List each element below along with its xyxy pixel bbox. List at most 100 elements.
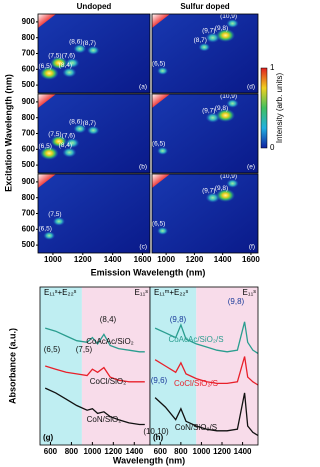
spot-label: (10,9) [220, 93, 237, 100]
figure: Undoped Sulfur doped(6,5)(7,5) (7,6)(8,4)(… [3, 2, 284, 465]
spot [216, 188, 235, 202]
spot-label: (8,4) [59, 62, 72, 69]
x-tick-label: 1000 [193, 447, 211, 456]
spot [62, 67, 77, 78]
spot [198, 42, 211, 52]
spot [87, 45, 100, 55]
x-tick-label: 1000 [44, 255, 62, 264]
x-tick-label: 600 [154, 447, 168, 456]
y-tick-label: 900 [22, 17, 36, 26]
annotation: (9,6) [151, 376, 168, 385]
panel-frame [151, 173, 259, 254]
spot-label: (6,5) [152, 141, 165, 148]
scatter-streak [38, 174, 56, 188]
x-tick-label: 1000 [157, 255, 175, 264]
panel-tag: (h) [153, 433, 164, 442]
spot [157, 226, 169, 235]
spot-label: (6,5) [39, 143, 52, 150]
spectrum-line [154, 321, 259, 354]
spot-label: (8,7) [83, 120, 96, 127]
spot [43, 231, 55, 240]
heatmap [152, 94, 258, 173]
y-tick-label: 700 [22, 49, 36, 58]
spot [216, 108, 235, 122]
annotation: (9,8) [228, 297, 245, 306]
annotation: (6,5) [44, 345, 61, 354]
x-tick-label: 1400 [214, 255, 232, 264]
spot-label: (6,5) [152, 221, 165, 228]
panel-frame [151, 13, 259, 94]
heatmap [152, 174, 258, 253]
spot [226, 19, 239, 28]
panel-tag: (b) [139, 164, 147, 171]
spectrum-line [45, 327, 145, 353]
series-label: CoCl/SiO₂/S [174, 379, 218, 388]
scatter-streak [152, 94, 170, 108]
y-tick-label: 800 [22, 113, 36, 122]
spot-label: (6,5) [152, 61, 165, 68]
region-label: E₁₁ˢ [243, 288, 257, 297]
heatmap [38, 174, 150, 253]
y-tick-label: 600 [22, 144, 36, 153]
heatmap-bg [152, 14, 258, 93]
heatmap-bg [38, 174, 150, 253]
spot [226, 179, 239, 188]
x-axis-label: Wavelength (nm) [113, 455, 185, 465]
spot [157, 146, 169, 155]
y-axis-label: Excitation Wavelength (nm) [3, 74, 13, 192]
spot [73, 124, 87, 134]
y-tick-label: 900 [22, 97, 36, 106]
y-tick-label: 700 [22, 129, 36, 138]
spot-label: (9,7) [202, 187, 215, 194]
spot [39, 66, 59, 80]
spot-label: (9,8) [215, 105, 228, 112]
region-label: E₁₁ᵐ+E₂₂ˢ [154, 288, 189, 297]
spot-label: (7,5) [48, 53, 61, 60]
panel-tag: (f) [249, 244, 255, 251]
spot [65, 57, 80, 68]
spot [50, 56, 68, 70]
y-tick-label: 500 [22, 80, 36, 89]
spot-label: (9,8) [215, 25, 228, 32]
panel-tag: (e) [247, 164, 255, 171]
y-tick-label: 800 [22, 193, 36, 202]
y-tick-label: 900 [22, 177, 36, 186]
series-label: CoN/SiO₂ [87, 415, 122, 424]
scatter-streak [152, 14, 170, 28]
spot [50, 135, 68, 148]
panel-tag: (a) [139, 84, 147, 91]
y-tick-label: 500 [22, 160, 36, 169]
spot-label: (9,7) [202, 107, 215, 114]
spot [157, 66, 169, 75]
colorbar [260, 67, 268, 149]
region-label: E₁₁ˢ+E₂₂ˢ [44, 288, 77, 297]
x-tick-label: 1200 [213, 447, 231, 456]
spot-label: (8,7) [83, 40, 96, 47]
series-label: CoCl/SiO₂ [90, 377, 126, 386]
x-axis-label: Emission Wavelength (nm) [91, 267, 206, 277]
panel-tag: (d) [247, 84, 255, 91]
spot-label: (8,7) [194, 37, 207, 44]
spot-label: (9,7) [202, 27, 215, 34]
region [196, 287, 258, 445]
colorbar-tick: 1 [270, 63, 275, 72]
annotation: (8,4) [100, 315, 117, 324]
x-tick-label: 800 [174, 447, 188, 456]
column-title: Undoped [77, 2, 112, 11]
spot-label: (10,9) [220, 173, 237, 180]
annotation: (10,10) [143, 427, 169, 436]
spot-label: (7,6) [62, 53, 75, 60]
spectrum-line [45, 365, 145, 383]
x-tick-label: 1600 [242, 255, 260, 264]
x-tick-label: 1600 [134, 255, 152, 264]
x-tick-label: 1200 [104, 447, 122, 456]
x-tick-label: 800 [65, 447, 79, 456]
x-tick-label: 1400 [104, 255, 122, 264]
annotation: (7,5) [76, 345, 93, 354]
spot-label: (7,5) [48, 131, 61, 138]
colorbar-tick: 0 [270, 143, 275, 152]
region-label: E₁₁ˢ [135, 288, 149, 297]
spot [39, 146, 59, 160]
spot [65, 137, 80, 148]
scatter-streak [38, 94, 56, 108]
